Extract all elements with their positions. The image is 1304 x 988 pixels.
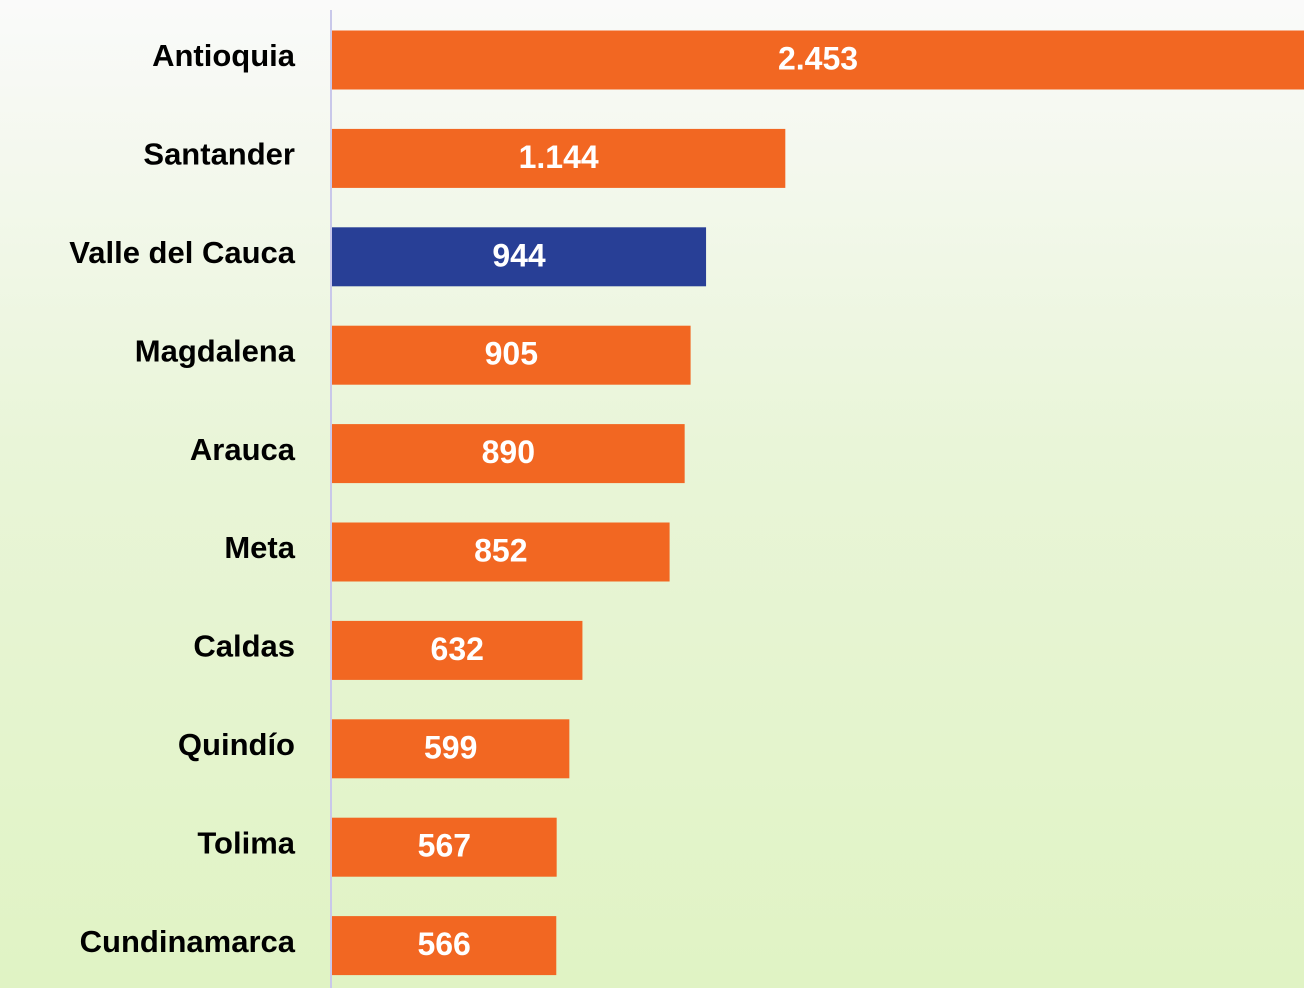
value-label: 1.144 <box>519 139 599 175</box>
bar <box>332 916 557 976</box>
category-label: Valle del Cauca <box>69 235 295 270</box>
category-label: Caldas <box>193 629 295 664</box>
category-label: Santander <box>143 137 295 172</box>
category-label: Cundinamarca <box>80 924 296 959</box>
value-label: 944 <box>492 237 546 273</box>
value-label: 599 <box>424 729 477 765</box>
value-label: 566 <box>417 926 470 962</box>
category-label: Magdalena <box>135 333 296 368</box>
value-label: 567 <box>418 828 471 864</box>
value-label: 632 <box>431 631 484 667</box>
value-label: 2.453 <box>778 40 858 76</box>
bar <box>332 325 691 385</box>
bar <box>332 719 570 779</box>
value-label: 852 <box>474 532 527 568</box>
bar <box>332 424 685 484</box>
value-label: 890 <box>482 434 535 470</box>
bar <box>332 227 707 287</box>
bar <box>332 817 557 877</box>
bar <box>332 620 583 680</box>
category-label: Arauca <box>190 432 296 467</box>
bar <box>332 522 670 582</box>
category-label: Quindío <box>178 727 295 762</box>
category-label: Tolima <box>197 825 295 860</box>
bar <box>332 128 786 188</box>
value-label: 905 <box>485 336 538 372</box>
bar <box>332 30 1304 90</box>
category-label: Antioquia <box>152 38 296 73</box>
category-label: Meta <box>224 530 295 565</box>
